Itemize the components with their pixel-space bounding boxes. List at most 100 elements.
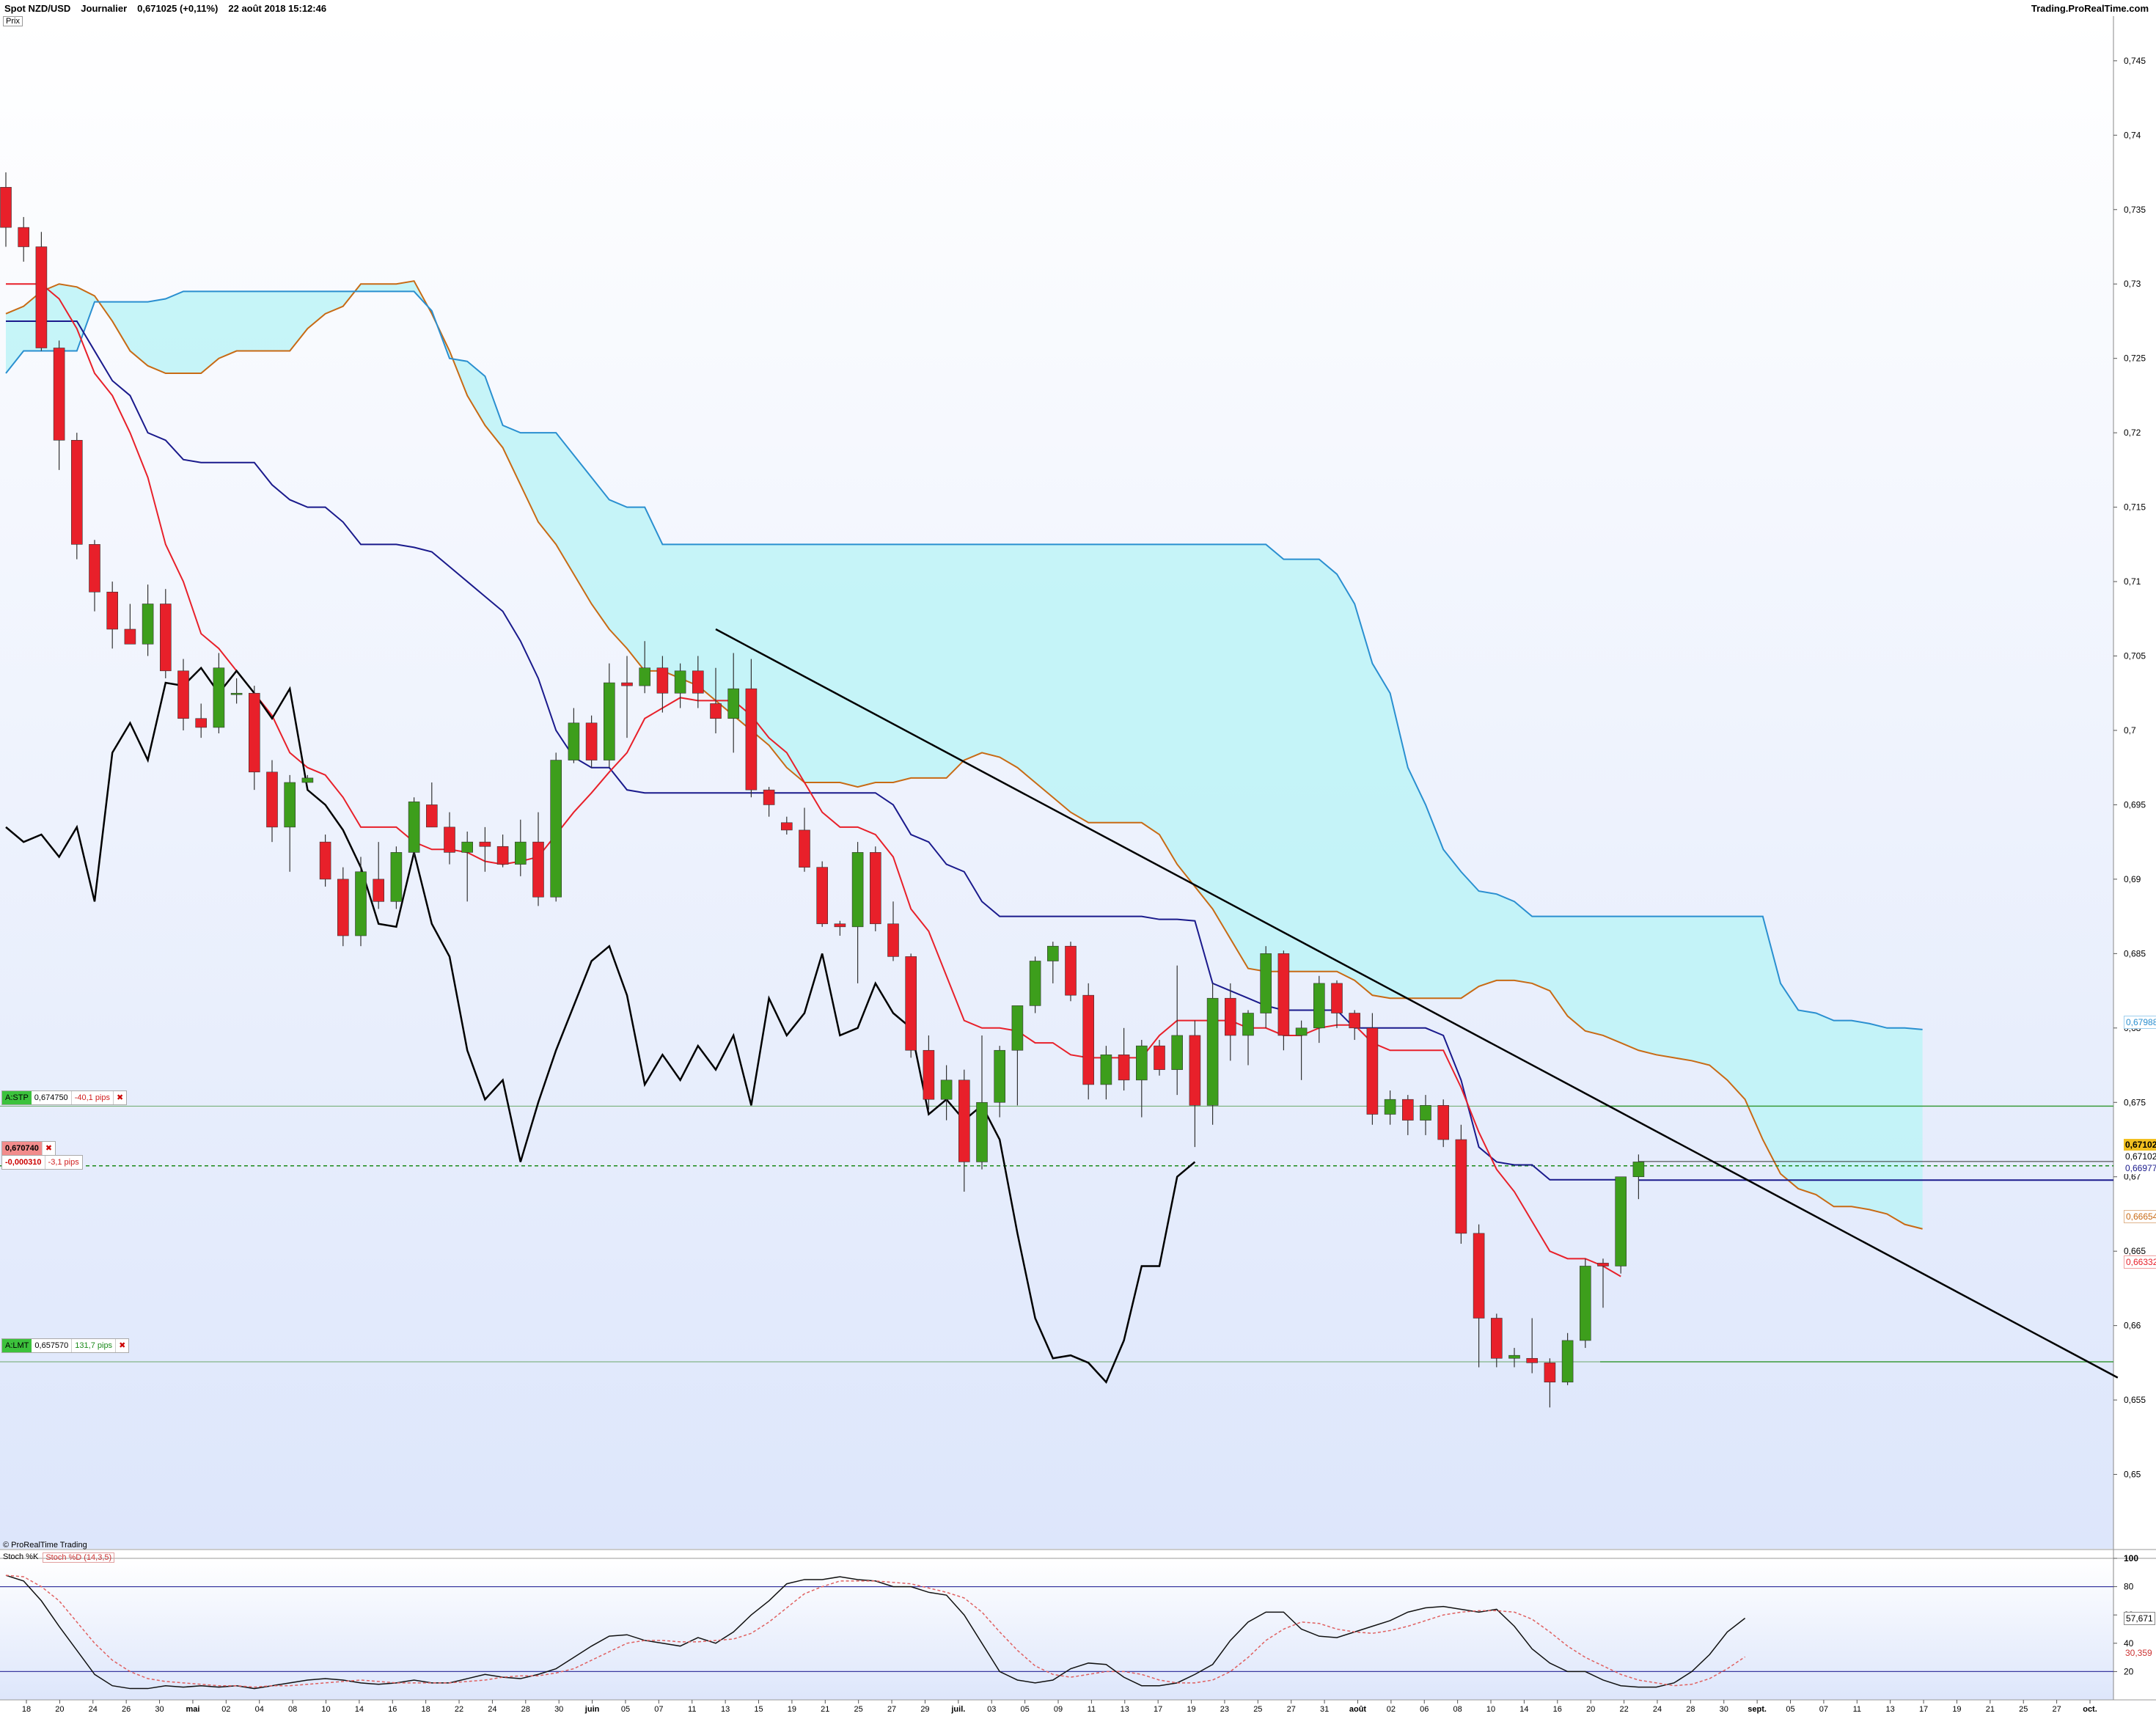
x-axis-tick-label: 24 [488,1705,496,1714]
x-axis-tick-label: 21 [1986,1705,1995,1714]
limit-order-price: 0,657570 [34,1341,69,1350]
x-axis-tick-label: 02 [1387,1705,1396,1714]
x-axis-tick-label: 07 [654,1705,663,1714]
candle-up [408,802,420,853]
candle-up [550,760,562,898]
tenkan-price-label: 0,663323 [2124,1255,2156,1269]
y-axis-tick-label: 0,685 [2124,948,2146,958]
candle-down [124,628,136,645]
candle-up [230,692,243,695]
stop-order-price: 0,674750 [34,1093,68,1102]
x-axis-tick-label: 15 [754,1705,763,1714]
x-axis-tick-label: 20 [55,1705,64,1714]
trendline [715,628,2119,1379]
candle-up [1295,1027,1308,1036]
x-axis-tick-label: 24 [1653,1705,1662,1714]
price-panel-label[interactable]: Prix [3,16,23,26]
candle-down [1597,1263,1609,1266]
title-bar: Spot NZD/USD Journalier 0,671025 (+0,11%… [0,0,2156,16]
limit-order-pips: 131,7 pips [71,1339,115,1352]
limit-order-label: A:LMT [2,1339,32,1352]
x-axis-tick-label: 03 [987,1705,996,1714]
x-axis-tick-label: 14 [1519,1705,1528,1714]
candle-up [639,667,651,686]
y-axis-tick-label: 0,705 [2124,651,2146,661]
x-axis-tick-label: 06 [1420,1705,1429,1714]
stoch-k-title: Stoch %K [3,1552,39,1561]
candle-up [1260,953,1272,1013]
candle-down [781,822,793,831]
x-axis-tick-label: 30 [155,1705,164,1714]
limit-order-tag[interactable]: A:LMT 0,657570 131,7 pips ✖ [1,1338,130,1353]
y-axis-tick-label: 0,725 [2124,353,2146,364]
pending-order-close-icon[interactable]: ✖ [41,1142,55,1155]
source-label: Trading.ProRealTime.com [2031,3,2149,14]
stoch-y-axis-tick-label: 40 [2124,1638,2134,1649]
candle-down [319,841,331,880]
x-axis-tick-label: 19 [1952,1705,1961,1714]
limit-order-close-icon[interactable]: ✖ [115,1339,128,1352]
y-axis-tick-label: 0,735 [2124,205,2146,215]
x-axis-tick-label: 23 [1220,1705,1229,1714]
y-axis-tick-label: 0,69 [2124,874,2141,884]
x-axis-tick-label: 05 [621,1705,630,1714]
candle-down [692,670,704,694]
candle-down [1526,1357,1538,1363]
candle-up [1136,1045,1148,1081]
x-axis-tick-label: oct. [2083,1705,2097,1714]
candle-down [923,1049,935,1100]
x-axis-tick-label: 18 [22,1705,31,1714]
y-axis-tick-label: 0,655 [2124,1395,2146,1405]
stop-order-tag[interactable]: A:STP 0,674750 -40,1 pips ✖ [1,1090,128,1105]
timestamp: 22 août 2018 15:12:46 [228,2,327,14]
cloud-bottom-price-label: 0,666549 [2124,1210,2156,1223]
candle-down [710,703,722,719]
x-axis-tick-label: 25 [854,1705,863,1714]
candle-down [763,789,775,805]
x-axis-tick-label: 27 [1287,1705,1296,1714]
candle-down [106,591,118,630]
candle-up [301,777,314,783]
candle-up [1242,1013,1254,1036]
y-axis-tick-label: 0,745 [2124,56,2146,66]
candle-down [1437,1105,1449,1140]
candle-up [1561,1340,1574,1383]
candle-down [799,829,810,868]
cloud-top-price-label: 0,679887 [2124,1016,2156,1029]
candle-down [177,670,189,719]
x-axis-tick-label: 13 [721,1705,730,1714]
stoch-k-line [5,1574,1746,1690]
candle-down [1189,1035,1201,1106]
x-axis-tick-label: juin [584,1705,600,1714]
x-axis-tick-label: 22 [455,1705,463,1714]
candle-up [1206,997,1219,1106]
candle-down [266,771,278,828]
stop-order-close-icon[interactable]: ✖ [113,1091,126,1104]
candle-down [444,826,455,853]
candle-down [1473,1233,1485,1319]
senkou-span-a-line [5,280,1923,1230]
kijun-price-label: 0,669775 [2124,1162,2156,1174]
y-axis-tick-label: 0,695 [2124,799,2146,810]
stoch-y-axis-tick-label: 100 [2124,1553,2138,1563]
candle-up [1029,961,1041,1006]
x-axis-tick-label: 30 [554,1705,563,1714]
x-axis-tick-label: 26 [122,1705,131,1714]
candle-down [160,604,172,672]
price-change: 0,671025 (+0,11%) [137,2,219,14]
pending-order-tag[interactable]: 0,670740 ✖ [1,1141,56,1156]
x-axis-tick-label: 16 [388,1705,397,1714]
x-axis-tick-label: 05 [1786,1705,1794,1714]
x-axis-tick-label: 22 [1619,1705,1628,1714]
last-price-label: 0,671025 [2124,1139,2156,1151]
x-axis-tick-label: 25 [1253,1705,1262,1714]
x-axis-tick-label: 16 [1553,1705,1562,1714]
y-axis-tick-label: 0,675 [2124,1097,2146,1107]
candle-down [0,187,12,228]
candle-down [35,246,48,348]
stoch-panel-title[interactable]: Stoch %K Stoch %D (14,3,5) [3,1552,115,1563]
y-axis-tick-label: 0,67 [2124,1172,2141,1182]
stoch-d-line [5,1574,1746,1688]
y-axis-tick-label: 0,73 [2124,279,2141,289]
ichimoku-cloud [6,281,1923,1229]
